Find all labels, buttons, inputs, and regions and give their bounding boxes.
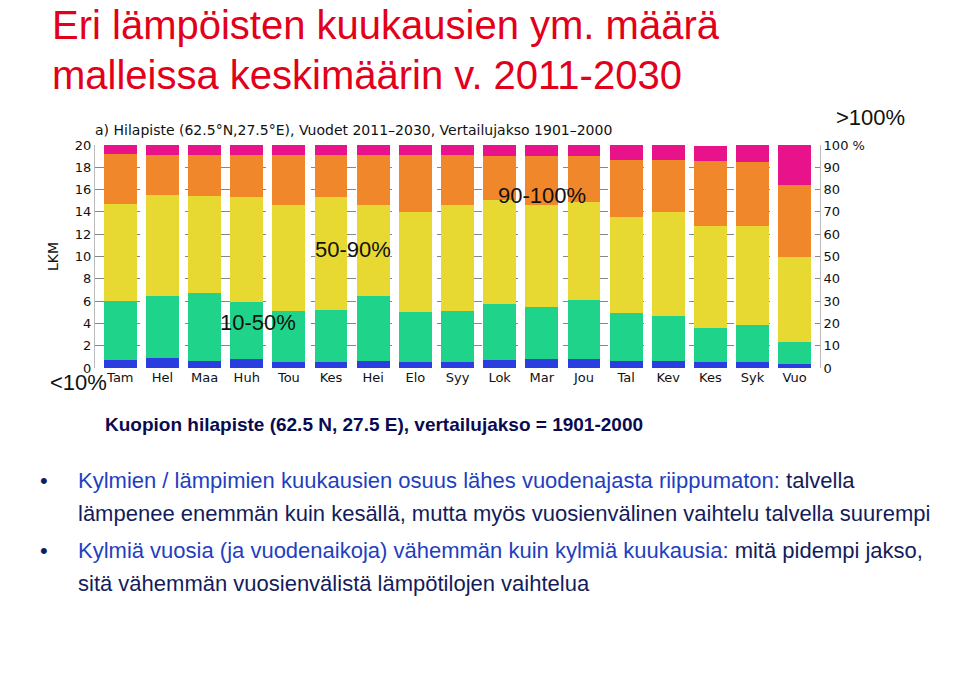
svg-text:0: 0 xyxy=(824,361,832,376)
svg-text:10-50%: 10-50% xyxy=(220,310,296,335)
svg-text:50-90%: 50-90% xyxy=(315,237,391,262)
svg-text:30: 30 xyxy=(824,294,841,309)
svg-text:10: 10 xyxy=(824,338,841,353)
svg-text:90-100%: 90-100% xyxy=(498,183,586,208)
svg-text:LKM: LKM xyxy=(45,242,61,271)
svg-text:8: 8 xyxy=(83,271,91,286)
svg-text:Mar: Mar xyxy=(530,370,555,385)
html-text:Kylmiä vuosia (ja vuodenaikoja: Kylmiä vuosia (ja vuodenaikoja) vähemmän… xyxy=(78,538,923,596)
svg-text:20: 20 xyxy=(824,316,841,331)
html-text:malleissa keskimäärin v. 2011-: malleissa keskimäärin v. 2011-2030 xyxy=(52,53,682,97)
svg-text:40: 40 xyxy=(824,271,841,286)
svg-text:6: 6 xyxy=(83,294,91,309)
svg-text:0: 0 xyxy=(83,361,91,376)
html-text:Kylmien / lämpimien kuukausien: Kylmien / lämpimien kuukausien osuus läh… xyxy=(78,468,931,526)
svg-text:Elo: Elo xyxy=(405,370,425,385)
svg-text:4: 4 xyxy=(83,316,91,331)
svg-text:90: 90 xyxy=(824,160,841,175)
svg-text:<10%: <10% xyxy=(50,370,107,395)
svg-text:60: 60 xyxy=(824,227,841,242)
svg-text:a) Hilapiste (62.5°N,27.5°E),: a) Hilapiste (62.5°N,27.5°E), Vuodet 201… xyxy=(95,122,612,138)
svg-text:Maa: Maa xyxy=(191,370,218,385)
svg-text:Kev: Kev xyxy=(656,370,680,385)
svg-text:>100%: >100% xyxy=(836,105,905,130)
svg-text:50: 50 xyxy=(824,249,841,264)
svg-text:70: 70 xyxy=(824,204,841,219)
html-text:Kuopion hilapiste (62.5 N, 27.: Kuopion hilapiste (62.5 N, 27.5 E), vert… xyxy=(105,414,643,435)
svg-text:80: 80 xyxy=(824,182,841,197)
svg-text:18: 18 xyxy=(75,160,92,175)
svg-text:20: 20 xyxy=(75,138,92,153)
svg-text:Tou: Tou xyxy=(277,370,300,385)
svg-text:12: 12 xyxy=(75,227,92,242)
svg-text:Tal: Tal xyxy=(616,370,634,385)
svg-text:Lok: Lok xyxy=(488,370,511,385)
svg-text:Kes: Kes xyxy=(699,370,722,385)
svg-text:10: 10 xyxy=(75,249,92,264)
svg-text:Hei: Hei xyxy=(363,370,384,385)
svg-text:Syk: Syk xyxy=(741,370,765,385)
svg-text:Hel: Hel xyxy=(152,370,173,385)
svg-text:14: 14 xyxy=(75,204,92,219)
svg-text:Tam: Tam xyxy=(106,370,133,385)
svg-text:Syy: Syy xyxy=(446,370,470,385)
svg-text:Kes: Kes xyxy=(320,370,343,385)
html-text:Eri lämpöisten kuukausien ym.: Eri lämpöisten kuukausien ym. määrä xyxy=(52,3,719,47)
svg-text:Vuo: Vuo xyxy=(783,370,807,385)
svg-text:Jou: Jou xyxy=(573,370,594,385)
svg-text:Huh: Huh xyxy=(234,370,260,385)
svg-text:100 %: 100 % xyxy=(824,138,865,153)
svg-text:2: 2 xyxy=(83,338,91,353)
svg-text:16: 16 xyxy=(75,182,92,197)
